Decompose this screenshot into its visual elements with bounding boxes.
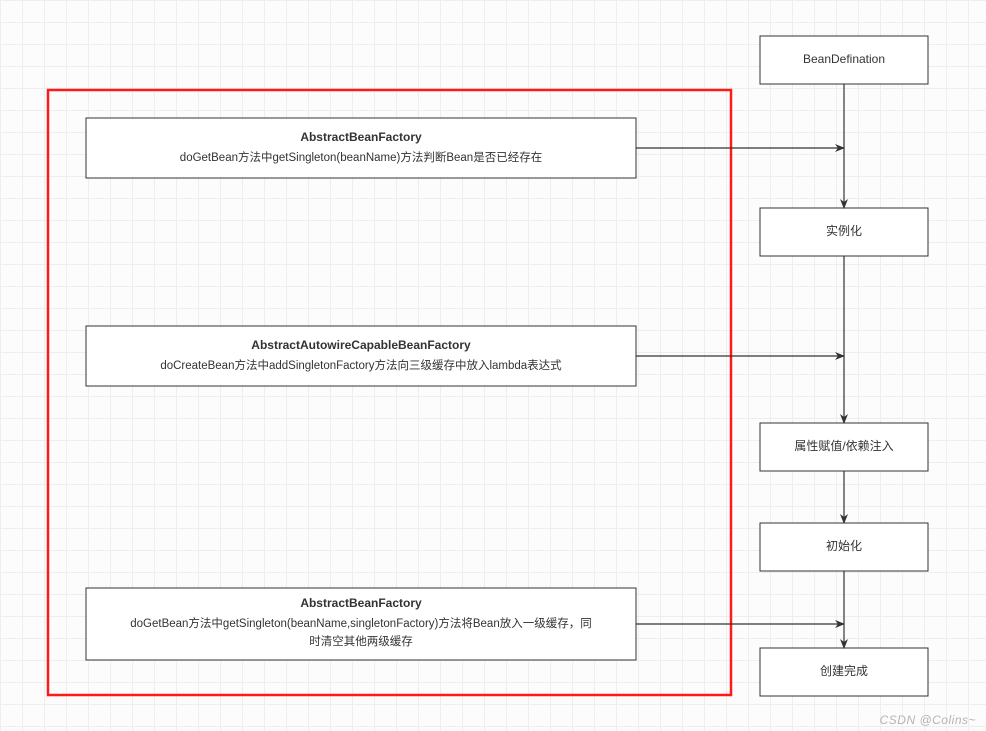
watermark: CSDN @Colins~ bbox=[880, 713, 976, 727]
title-box1: AbstractBeanFactory bbox=[300, 130, 422, 144]
leftbox-box1 bbox=[86, 118, 636, 178]
label-bean_def: BeanDefination bbox=[803, 52, 885, 66]
desc2-box3: 时清空其他两级缓存 bbox=[309, 634, 413, 648]
flowchart-svg: BeanDefination 实例化属性赋值/依赖注入初始化创建完成 Abstrac… bbox=[0, 0, 986, 731]
label-done: 创建完成 bbox=[820, 663, 868, 678]
leftbox-box2 bbox=[86, 326, 636, 386]
label-inject: 属性赋值/依赖注入 bbox=[794, 438, 893, 453]
title-box2: AbstractAutowireCapableBeanFactory bbox=[251, 338, 471, 352]
desc-box2: doCreateBean方法中addSingletonFactory方法向三级缓… bbox=[160, 358, 562, 372]
desc-box1: doGetBean方法中getSingleton(beanName)方法判断Be… bbox=[180, 150, 542, 164]
title-box3: AbstractBeanFactory bbox=[300, 596, 422, 610]
desc1-box3: doGetBean方法中getSingleton(beanName,single… bbox=[130, 616, 591, 630]
label-instantiate: 实例化 bbox=[826, 223, 862, 238]
label-init: 初始化 bbox=[826, 539, 862, 553]
